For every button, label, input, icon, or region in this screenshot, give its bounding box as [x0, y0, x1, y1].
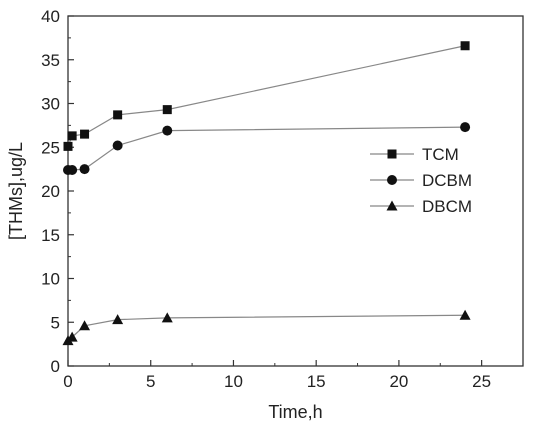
x-tick-label: 5: [146, 372, 155, 391]
y-tick-label: 30: [41, 95, 60, 114]
data-point-dbcm: [459, 309, 471, 320]
legend-item-dbcm: DBCM: [370, 197, 472, 216]
data-point-dbcm: [112, 314, 124, 325]
x-tick-label: 20: [389, 372, 408, 391]
x-tick-label: 25: [472, 372, 491, 391]
series-dcbm: [63, 122, 471, 175]
legend-item-tcm: TCM: [370, 145, 459, 164]
data-point-tcm: [460, 41, 470, 51]
plot-area: [67, 15, 524, 367]
data-point-tcm: [162, 105, 172, 115]
y-tick-label: 40: [41, 7, 60, 26]
y-tick-label: 10: [41, 270, 60, 289]
data-point-tcm: [63, 141, 73, 151]
x-tick-label: 0: [63, 372, 72, 391]
data-point-dcbm: [162, 125, 173, 136]
legend-item-dcbm: DCBM: [370, 171, 472, 190]
series-group: [62, 41, 471, 346]
data-point-dcbm: [79, 164, 90, 175]
series-tcm: [63, 41, 470, 151]
legend-label: DCBM: [422, 171, 472, 190]
y-tick-label: 35: [41, 51, 60, 70]
data-point-dcbm: [67, 165, 78, 175]
y-tick-label: 20: [41, 182, 60, 201]
legend-label: TCM: [422, 145, 459, 164]
x-axis-title: Time,h: [268, 402, 322, 422]
series-line-tcm: [67, 45, 466, 147]
y-tick-label: 25: [41, 138, 60, 157]
y-tick-label: 0: [51, 357, 60, 376]
data-point-dcbm: [112, 140, 123, 151]
legend-marker-dbcm: [386, 200, 398, 211]
series-line-dcbm: [68, 126, 466, 171]
y-tick-label: 15: [41, 226, 60, 245]
y-axis-title: [THMs],ug/L: [6, 142, 26, 240]
x-tick-label: 15: [307, 372, 326, 391]
data-point-dcbm: [460, 122, 471, 133]
plot-frame: [67, 15, 524, 367]
axis-ticks: 0 5 10 15 20 25 0 5 10 15 20 25 30 35 40: [41, 7, 491, 391]
data-point-dbcm: [66, 331, 78, 342]
series-dbcm: [62, 309, 471, 346]
legend: TCM DCBM DBCM: [370, 145, 472, 216]
legend-label: DBCM: [422, 197, 472, 216]
legend-marker-tcm: [387, 149, 397, 159]
data-point-tcm: [113, 110, 123, 120]
data-point-tcm: [67, 131, 77, 141]
data-point-dbcm: [79, 320, 91, 331]
x-tick-label: 10: [224, 372, 243, 391]
series-line-dbcm: [67, 314, 466, 342]
data-point-tcm: [80, 129, 90, 139]
data-point-dbcm: [161, 312, 173, 323]
y-tick-label: 5: [51, 313, 60, 332]
legend-marker-dcbm: [387, 175, 397, 185]
